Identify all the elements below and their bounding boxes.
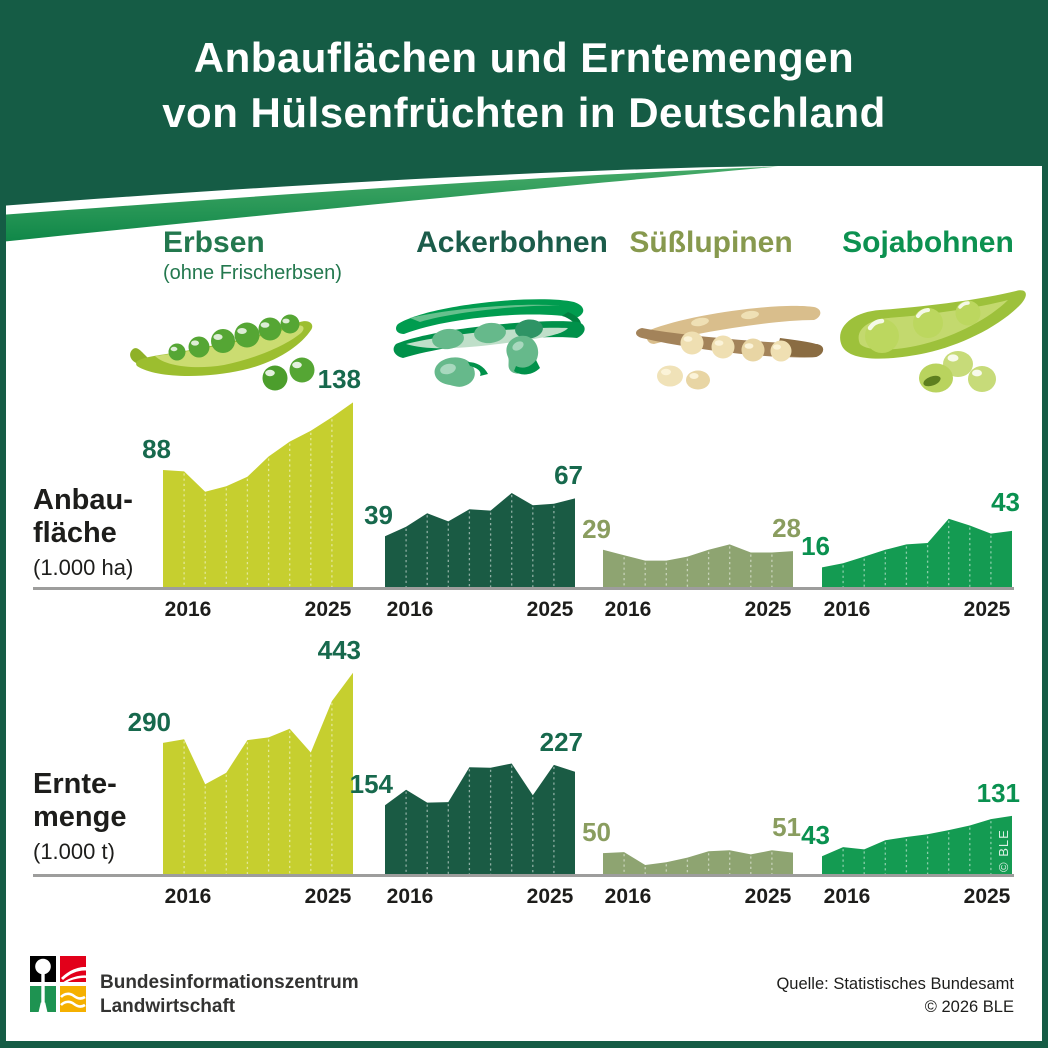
page-title: Anbauflächen und Erntemengen von Hülsenf…: [0, 30, 1048, 140]
x-tick-end-year: 2025: [744, 885, 792, 908]
ble-logo: [30, 956, 86, 1012]
soybean-pod-illustration: [840, 290, 1026, 393]
row-label-line2: menge: [33, 801, 127, 833]
value-label-end-erbsen-anbauflaeche: 138: [317, 364, 361, 395]
crop-title-suesslupinen: Süßlupinen: [629, 226, 793, 259]
pea-pod-illustration: [130, 314, 315, 391]
row-label-line1: Anbau-: [33, 484, 133, 516]
value-label-end-ackerbohnen-anbauflaeche: 67: [554, 460, 583, 491]
x-tick-end-year: 2025: [304, 598, 352, 621]
value-label-start-erbsen-anbauflaeche: 88: [142, 434, 171, 465]
x-tick-start-year: 2016: [604, 598, 652, 621]
area-fill: [603, 544, 793, 589]
header-curve-shape: [0, 160, 1048, 206]
value-label-end-süßlupinen-erntemenge: 51: [772, 812, 801, 843]
row-label-erntemenge: Ernte- menge (1.000 t): [33, 768, 126, 865]
header-swoosh: [0, 160, 1048, 242]
x-tick-end-year: 2025: [526, 598, 574, 621]
area-fill: [603, 850, 793, 876]
x-tick-start-year: 2016: [823, 885, 871, 908]
crop-title-erbsen: Erbsen: [163, 226, 265, 259]
source-credit: Quelle: Statistisches Bundesamt © 2026 B…: [614, 973, 1014, 1019]
page-title-line1: Anbauflächen und Erntemengen: [193, 34, 855, 81]
crop-title-sojabohnen: Sojabohnen: [842, 226, 1014, 259]
copyright-line: © 2026 BLE: [924, 998, 1014, 1016]
value-label-start-süßlupinen-anbauflaeche: 29: [582, 513, 611, 544]
x-tick-end-year: 2025: [963, 598, 1011, 621]
row-label-line1: Ernte-: [33, 768, 117, 800]
organization-name: Bundesinformationszentrum Landwirtschaft: [100, 971, 359, 1019]
frame-border-bottom: [0, 1041, 1048, 1048]
area-chart-erbsen-erntemenge: [163, 672, 353, 876]
area-chart-erbsen-anbauflaeche: [163, 402, 353, 589]
x-tick-end-year: 2025: [526, 885, 574, 908]
axis-baseline-anbauflaeche: [33, 587, 1014, 590]
x-tick-end-year: 2025: [963, 885, 1011, 908]
value-label-start-sojabohnen-anbauflaeche: 16: [801, 531, 830, 562]
lupin-pod-illustration: [636, 305, 824, 390]
x-tick-start-year: 2016: [823, 598, 871, 621]
x-tick-start-year: 2016: [386, 885, 434, 908]
value-label-end-erbsen-erntemenge: 443: [317, 634, 361, 665]
value-label-start-ackerbohnen-erntemenge: 154: [349, 769, 393, 800]
value-label-start-ackerbohnen-anbauflaeche: 39: [364, 500, 393, 531]
value-label-start-süßlupinen-erntemenge: 50: [582, 817, 611, 848]
area-fill: [163, 402, 353, 589]
value-label-end-süßlupinen-anbauflaeche: 28: [772, 513, 801, 544]
value-label-start-erbsen-erntemenge: 290: [127, 706, 171, 737]
swoosh-stripe: [0, 166, 778, 242]
frame-border-right: [1042, 0, 1048, 1048]
area-fill: [163, 672, 353, 876]
x-tick-start-year: 2016: [164, 885, 212, 908]
value-label-end-sojabohnen-anbauflaeche: 43: [991, 487, 1020, 518]
area-chart-süßlupinen-erntemenge: [603, 850, 793, 876]
row-unit-label: (1.000 ha): [33, 555, 134, 580]
x-tick-start-year: 2016: [386, 598, 434, 621]
area-chart-ackerbohnen-erntemenge: [385, 763, 575, 876]
x-tick-start-year: 2016: [604, 885, 652, 908]
frame-border-left: [0, 0, 6, 1048]
field-bean-pod-illustration: [393, 299, 585, 387]
row-unit-label: (1.000 t): [33, 839, 115, 864]
source-line: Quelle: Statistisches Bundesamt: [776, 975, 1014, 993]
x-tick-start-year: 2016: [164, 598, 212, 621]
row-label-anbauflaeche: Anbau- fläche (1.000 ha): [33, 484, 133, 581]
crop-title-ackerbohnen: Ackerbohnen: [416, 226, 608, 259]
area-fill: [385, 493, 575, 589]
value-label-start-sojabohnen-erntemenge: 43: [801, 820, 830, 851]
value-label-end-sojabohnen-erntemenge: 131: [976, 777, 1020, 808]
area-chart-sojabohnen-anbauflaeche: [822, 518, 1012, 589]
x-tick-end-year: 2025: [304, 885, 352, 908]
row-label-line2: fläche: [33, 517, 117, 549]
crop-subtitle-erbsen: (ohne Frischerbsen): [163, 262, 342, 284]
x-tick-end-year: 2025: [744, 598, 792, 621]
area-fill: [822, 518, 1012, 589]
area-fill: [385, 763, 575, 876]
header: Anbauflächen und Erntemengen von Hülsenf…: [0, 0, 1048, 166]
area-fill: [822, 815, 1012, 876]
axis-baseline-erntemenge: [33, 874, 1014, 877]
organization-line1: Bundesinformationszentrum: [100, 972, 359, 993]
area-chart-süßlupinen-anbauflaeche: [603, 544, 793, 589]
ble-watermark: © BLE: [996, 829, 1011, 872]
organization-line2: Landwirtschaft: [100, 996, 236, 1017]
page-title-line2: von Hülsenfrüchten in Deutschland: [162, 89, 886, 136]
value-label-end-ackerbohnen-erntemenge: 227: [539, 726, 583, 757]
area-chart-ackerbohnen-anbauflaeche: [385, 493, 575, 589]
area-chart-sojabohnen-erntemenge: [822, 815, 1012, 876]
